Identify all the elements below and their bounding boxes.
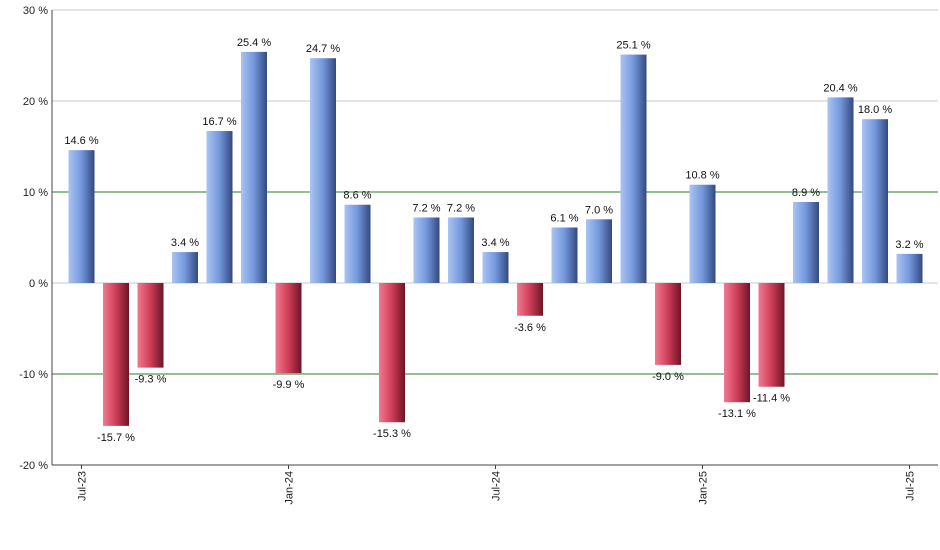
- bar: [310, 58, 336, 284]
- bar: [758, 283, 785, 387]
- bar: [413, 217, 440, 283]
- bar: [482, 252, 509, 283]
- bar: [275, 283, 302, 374]
- data-label: -15.3 %: [373, 428, 411, 440]
- bar: [689, 184, 716, 283]
- data-label: 3.2 %: [895, 239, 923, 251]
- data-label: -9.0 %: [652, 371, 684, 383]
- bar: [206, 131, 233, 283]
- x-tick-label: Jul-25: [905, 471, 917, 501]
- bar: [241, 51, 267, 283]
- data-labels: 14.6 % -15.7 % -9.3 % 3.4 % 16.7 % 25.4 % -9.9…: [64, 37, 923, 444]
- bar: [551, 227, 578, 283]
- y-tick-label: 20 %: [23, 96, 48, 108]
- bar: [586, 219, 612, 283]
- bar: [655, 283, 681, 365]
- bar: [517, 283, 543, 316]
- y-tick-label: -10 %: [19, 369, 48, 381]
- data-label: 7.2 %: [447, 202, 475, 214]
- bars: [68, 51, 923, 426]
- data-label: -15.7 %: [97, 432, 135, 444]
- x-tick-label: Jul-23: [77, 471, 89, 501]
- data-label: 20.4 %: [823, 82, 857, 94]
- y-tick-label: 0 %: [29, 278, 48, 290]
- data-label: -13.1 %: [718, 408, 756, 420]
- data-label: 8.9 %: [792, 187, 820, 199]
- data-label: 24.7 %: [306, 43, 340, 55]
- bar: [862, 119, 888, 283]
- bar: [344, 204, 371, 283]
- data-label: 25.1 %: [616, 40, 650, 52]
- bar: [68, 150, 95, 283]
- y-tick-label: 30 %: [23, 5, 48, 17]
- data-label: 6.1 %: [550, 212, 578, 224]
- bar: [379, 283, 405, 423]
- data-label: -9.9 %: [273, 379, 305, 391]
- data-label: -3.6 %: [514, 322, 546, 334]
- y-tick-label: 10 %: [23, 187, 48, 199]
- bar: [620, 54, 647, 284]
- bar: [827, 97, 854, 283]
- y-tick-label: -20 %: [19, 460, 48, 472]
- bar: [137, 283, 164, 368]
- data-label: 18.0 %: [858, 104, 892, 116]
- data-label: -11.4 %: [753, 393, 790, 405]
- bar: [448, 217, 474, 283]
- data-label: 16.7 %: [202, 116, 236, 128]
- bar: [172, 252, 198, 283]
- data-label: 3.4 %: [171, 237, 199, 249]
- bar: [103, 283, 129, 426]
- data-label: 14.6 %: [64, 135, 98, 147]
- data-label: -9.3 %: [135, 374, 167, 386]
- data-label: 7.2 %: [412, 202, 440, 214]
- x-tick-label: Jan-24: [284, 471, 296, 505]
- bar: [724, 283, 750, 403]
- axes: 30 % 20 % 10 % 0 % -10 % -20 % Jul-23 Jan-24 Jul…: [19, 5, 938, 505]
- x-tick-label: Jan-25: [698, 471, 710, 505]
- bar: [793, 202, 819, 283]
- data-label: 10.8 %: [685, 170, 719, 182]
- data-label: 8.6 %: [343, 190, 371, 202]
- data-label: 7.0 %: [585, 204, 613, 216]
- data-label: 25.4 %: [237, 37, 271, 49]
- x-tick-label: Jul-24: [491, 471, 503, 501]
- bar: [896, 253, 923, 283]
- data-label: 3.4 %: [481, 237, 509, 249]
